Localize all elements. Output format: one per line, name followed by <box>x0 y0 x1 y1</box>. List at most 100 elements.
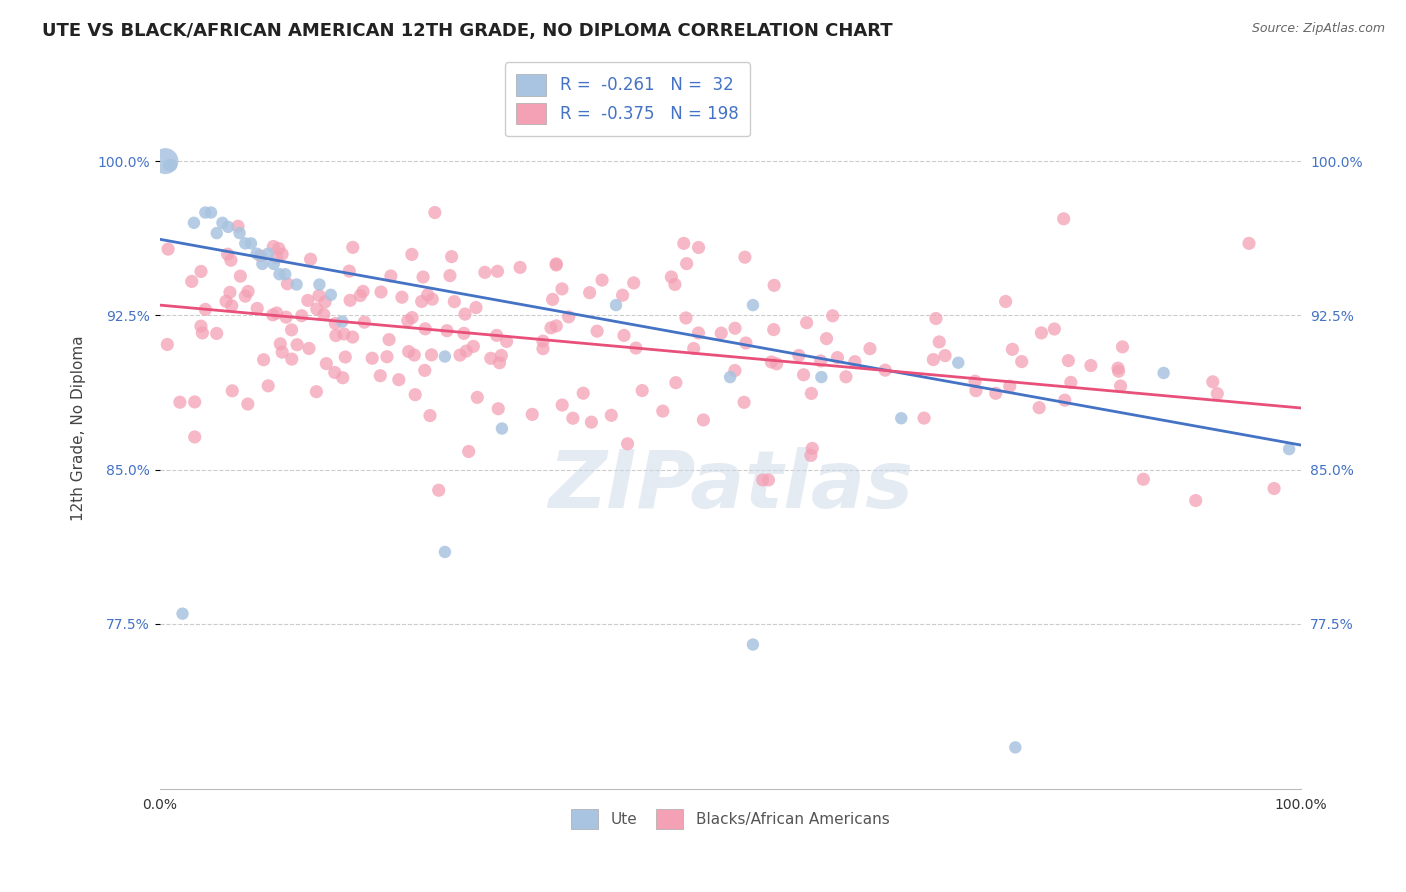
Point <box>252 257 274 271</box>
Point <box>315 357 337 371</box>
Point <box>323 366 346 380</box>
Point <box>280 323 302 337</box>
Point <box>285 277 308 292</box>
Point <box>541 293 564 307</box>
Text: Source: ZipAtlas.com: Source: ZipAtlas.com <box>1251 22 1385 36</box>
Point <box>1153 366 1175 380</box>
Point <box>439 268 461 283</box>
Point <box>361 351 384 366</box>
Point <box>724 363 747 377</box>
Point <box>491 421 513 435</box>
Point <box>551 398 574 412</box>
Point <box>491 349 513 363</box>
Legend: Ute, Blacks/African Americans: Ute, Blacks/African Americans <box>565 803 896 835</box>
Point <box>312 308 335 322</box>
Point <box>474 265 496 279</box>
Point <box>724 321 747 335</box>
Point <box>239 236 262 251</box>
Point <box>183 395 205 409</box>
Point <box>191 326 214 340</box>
Point <box>221 299 243 313</box>
Point <box>221 384 243 398</box>
Point <box>1031 326 1053 340</box>
Point <box>391 290 413 304</box>
Point <box>1202 375 1225 389</box>
Point <box>190 319 212 334</box>
Point <box>546 257 568 271</box>
Point <box>325 317 347 331</box>
Point <box>420 348 443 362</box>
Point <box>758 473 780 487</box>
Point <box>875 363 897 377</box>
Point <box>509 260 531 275</box>
Point <box>271 345 294 359</box>
Point <box>236 285 259 299</box>
Point <box>546 258 568 272</box>
Point <box>591 273 613 287</box>
Point <box>486 264 509 278</box>
Point <box>413 363 436 377</box>
Point <box>1237 236 1260 251</box>
Point <box>859 342 882 356</box>
Point <box>522 408 544 422</box>
Point <box>682 342 704 356</box>
Point <box>388 373 411 387</box>
Point <box>1004 740 1026 755</box>
Point <box>581 415 603 429</box>
Point <box>762 323 785 337</box>
Point <box>404 387 426 401</box>
Point <box>172 607 194 621</box>
Point <box>401 310 423 325</box>
Point <box>342 330 364 344</box>
Point <box>1111 340 1133 354</box>
Point <box>572 386 595 401</box>
Point <box>735 336 758 351</box>
Point <box>793 368 815 382</box>
Point <box>314 294 336 309</box>
Point <box>742 638 765 652</box>
Point <box>276 310 298 325</box>
Point <box>219 285 242 300</box>
Point <box>266 306 288 320</box>
Point <box>342 240 364 254</box>
Point <box>665 376 688 390</box>
Point <box>194 302 217 317</box>
Point <box>370 285 392 299</box>
Point <box>605 298 627 312</box>
Point <box>624 341 647 355</box>
Point <box>1001 343 1024 357</box>
Point <box>1263 482 1285 496</box>
Point <box>546 318 568 333</box>
Point <box>404 348 426 362</box>
Point <box>454 307 477 321</box>
Point <box>540 321 562 335</box>
Point <box>1108 364 1130 378</box>
Point <box>551 282 574 296</box>
Point <box>266 251 288 265</box>
Point <box>586 324 609 338</box>
Point <box>561 411 583 425</box>
Point <box>368 368 391 383</box>
Point <box>398 344 420 359</box>
Point <box>281 352 304 367</box>
Point <box>269 267 291 281</box>
Point <box>332 370 354 384</box>
Point <box>688 326 710 340</box>
Point <box>965 384 987 398</box>
Point <box>456 344 478 359</box>
Point <box>443 294 465 309</box>
Point <box>912 411 935 425</box>
Point <box>800 386 823 401</box>
Point <box>276 277 298 291</box>
Point <box>271 247 294 261</box>
Point <box>672 236 695 251</box>
Point <box>157 242 180 256</box>
Point <box>1109 379 1132 393</box>
Point <box>257 379 280 393</box>
Point <box>325 328 347 343</box>
Point <box>1060 376 1083 390</box>
Point <box>453 326 475 341</box>
Point <box>710 326 733 340</box>
Point <box>335 350 357 364</box>
Point <box>815 332 838 346</box>
